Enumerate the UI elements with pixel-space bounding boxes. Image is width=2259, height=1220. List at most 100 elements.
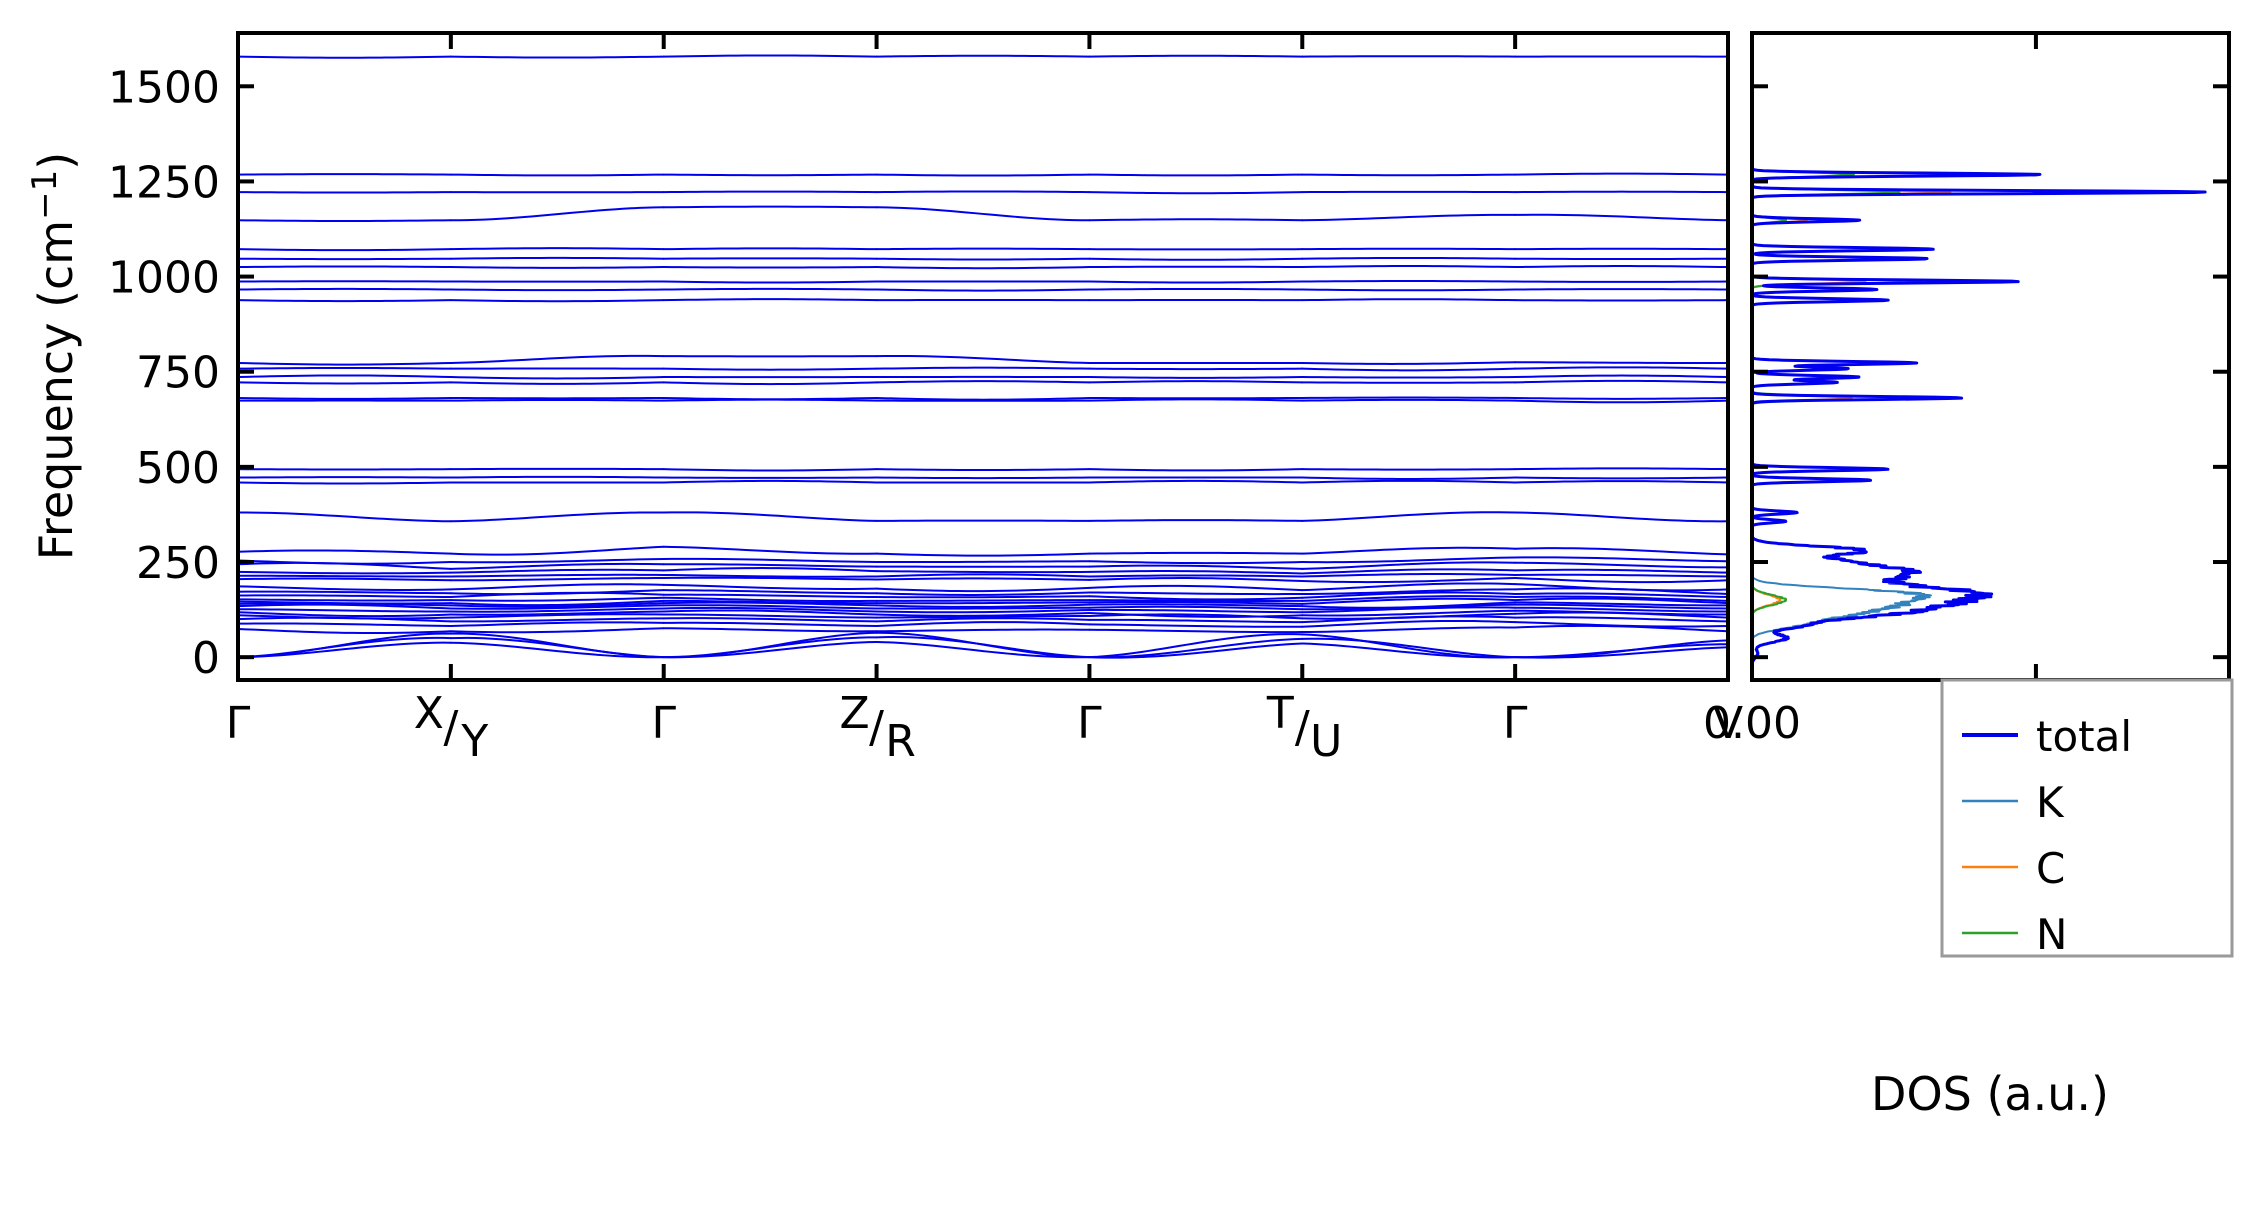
band-line (1088, 191, 1304, 195)
band-line (449, 562, 665, 570)
band-line (237, 594, 452, 599)
band-line (1514, 624, 1729, 633)
band-line (1301, 609, 1517, 617)
band-line (237, 636, 452, 659)
band-line (237, 598, 452, 602)
band-line (875, 628, 1091, 633)
band-line (1514, 643, 1729, 659)
band-line (662, 617, 878, 623)
band-line (1301, 573, 1517, 578)
band-line (1514, 611, 1729, 619)
band-line (237, 287, 452, 291)
band-line (1514, 556, 1729, 563)
band-line (237, 361, 452, 366)
x-tick-label-separator: / (443, 702, 458, 753)
band-line (1301, 546, 1517, 555)
x-tick-label-separator: / (869, 702, 884, 753)
legend-label-total: total (2036, 712, 2132, 761)
band-line (662, 190, 878, 194)
band-line (1088, 603, 1304, 608)
band-line (662, 640, 878, 659)
y-axis-label-close: ) (29, 152, 83, 170)
band-line (1088, 519, 1304, 522)
band-line (1301, 479, 1517, 484)
band-line (1514, 213, 1729, 222)
band-y-tick-label: 1500 (108, 62, 220, 113)
band-line (237, 55, 452, 59)
band-line (449, 398, 665, 402)
band-line (449, 475, 665, 479)
band-line (662, 576, 878, 581)
band-line (1301, 173, 1517, 177)
band-line (1088, 280, 1304, 284)
band-line (662, 557, 878, 564)
band-line (1088, 577, 1304, 583)
band-line (449, 613, 665, 619)
x-tick-label-secondary: Y (460, 716, 488, 767)
band-line (1301, 588, 1517, 595)
band-line (1514, 568, 1729, 574)
band-y-tick-label: 250 (136, 538, 220, 589)
band-line (875, 601, 1091, 605)
band-line (662, 205, 878, 209)
band-line (237, 602, 452, 607)
band-line (662, 247, 878, 251)
band-line (1514, 511, 1729, 523)
band-x-tick-label: X / Y (414, 688, 489, 767)
band-y-tick-labels: 0 250 500 750 1000 1250 1500 (108, 62, 220, 684)
band-line (449, 55, 665, 59)
band-line (1088, 595, 1304, 601)
band-line (237, 570, 452, 575)
band-line (449, 636, 665, 659)
band-line (1088, 287, 1304, 291)
band-line (237, 641, 452, 659)
band-line (875, 603, 1091, 608)
band-line (875, 570, 1091, 574)
band-line (875, 190, 1091, 194)
band-line (1514, 597, 1729, 605)
band-line (662, 609, 878, 616)
band-line (449, 557, 665, 564)
band-line (1088, 574, 1304, 578)
band-line (237, 603, 452, 610)
band-line (1088, 613, 1304, 620)
band-line (875, 266, 1091, 270)
band-line (1301, 606, 1517, 614)
band-line (449, 621, 665, 627)
band-line (875, 247, 1091, 251)
band-line (1301, 637, 1517, 659)
band-line (875, 608, 1091, 614)
legend-items-group: total KCN (1962, 712, 2132, 959)
band-line (449, 266, 665, 269)
band-line (1514, 547, 1729, 556)
x-tick-label-primary: Γ (651, 698, 676, 749)
band-line (1514, 399, 1729, 404)
band-line (1301, 577, 1517, 584)
band-line (449, 577, 665, 582)
band-line (237, 616, 452, 623)
band-line (662, 545, 878, 555)
legend-label-n: N (2036, 910, 2067, 959)
band-line (1514, 595, 1729, 602)
band-line (1301, 642, 1517, 659)
band-line (875, 577, 1091, 581)
x-tick-label-separator: / (1295, 702, 1310, 753)
band-line (449, 381, 665, 385)
band-line (1301, 603, 1517, 611)
band-y-tick-label: 750 (136, 348, 220, 399)
band-line (237, 381, 452, 385)
band-line (237, 577, 452, 582)
band-line (662, 593, 878, 599)
band-line (237, 248, 452, 252)
band-line (875, 640, 1091, 659)
band-line (449, 596, 665, 602)
band-line (449, 573, 665, 578)
band-line (1514, 646, 1729, 659)
band-line (1514, 366, 1729, 370)
band-line (1514, 265, 1729, 269)
y-axis-label-main: Frequency (cm (29, 220, 83, 560)
band-x-ticks (236, 33, 1730, 680)
